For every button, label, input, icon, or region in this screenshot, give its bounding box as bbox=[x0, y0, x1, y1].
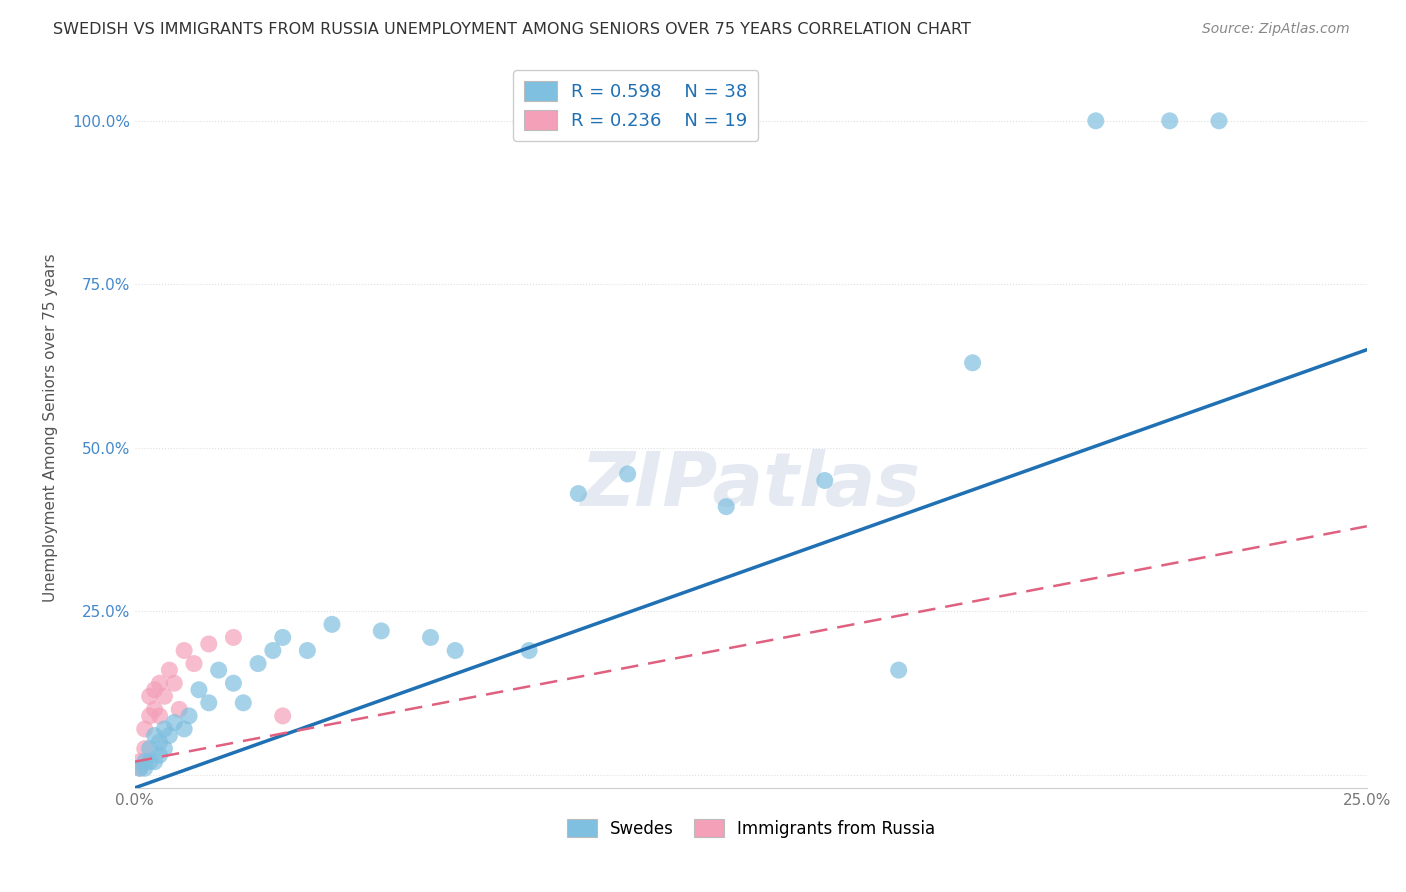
Point bbox=[138, 709, 160, 723]
Point bbox=[138, 741, 160, 756]
Point bbox=[163, 715, 186, 730]
Point bbox=[887, 663, 910, 677]
Point bbox=[148, 709, 170, 723]
Point bbox=[567, 486, 589, 500]
Point bbox=[197, 637, 219, 651]
Point bbox=[962, 356, 984, 370]
Point bbox=[370, 624, 392, 638]
Point bbox=[134, 761, 156, 775]
Point bbox=[1084, 113, 1107, 128]
Point bbox=[143, 682, 166, 697]
Text: SWEDISH VS IMMIGRANTS FROM RUSSIA UNEMPLOYMENT AMONG SENIORS OVER 75 YEARS CORRE: SWEDISH VS IMMIGRANTS FROM RUSSIA UNEMPL… bbox=[53, 22, 972, 37]
Point bbox=[444, 643, 467, 657]
Point bbox=[148, 735, 170, 749]
Point bbox=[134, 722, 156, 736]
Point bbox=[173, 643, 195, 657]
Point bbox=[1208, 113, 1230, 128]
Point bbox=[128, 761, 150, 775]
Point bbox=[163, 676, 186, 690]
Point bbox=[138, 755, 160, 769]
Point bbox=[616, 467, 638, 481]
Point bbox=[157, 729, 180, 743]
Point bbox=[187, 682, 209, 697]
Point bbox=[271, 709, 294, 723]
Point bbox=[148, 748, 170, 763]
Point bbox=[232, 696, 254, 710]
Point bbox=[177, 709, 200, 723]
Point bbox=[173, 722, 195, 736]
Point bbox=[197, 696, 219, 710]
Point bbox=[153, 722, 176, 736]
Point bbox=[153, 690, 176, 704]
Point bbox=[222, 676, 245, 690]
Point bbox=[247, 657, 270, 671]
Point bbox=[814, 474, 837, 488]
Point bbox=[167, 702, 190, 716]
Point bbox=[157, 663, 180, 677]
Point bbox=[153, 741, 176, 756]
Point bbox=[183, 657, 205, 671]
Point bbox=[148, 676, 170, 690]
Point bbox=[143, 729, 166, 743]
Point bbox=[143, 702, 166, 716]
Point bbox=[1159, 113, 1181, 128]
Point bbox=[297, 643, 319, 657]
Point bbox=[208, 663, 231, 677]
Point bbox=[138, 690, 160, 704]
Point bbox=[128, 755, 150, 769]
Point bbox=[134, 755, 156, 769]
Text: ZIPatlas: ZIPatlas bbox=[581, 450, 921, 522]
Point bbox=[419, 631, 441, 645]
Legend: Swedes, Immigrants from Russia: Swedes, Immigrants from Russia bbox=[560, 813, 942, 844]
Point bbox=[321, 617, 343, 632]
Y-axis label: Unemployment Among Seniors over 75 years: Unemployment Among Seniors over 75 years bbox=[44, 254, 58, 602]
Point bbox=[716, 500, 738, 514]
Point bbox=[271, 631, 294, 645]
Text: Source: ZipAtlas.com: Source: ZipAtlas.com bbox=[1202, 22, 1350, 37]
Point bbox=[143, 755, 166, 769]
Point bbox=[262, 643, 284, 657]
Point bbox=[222, 631, 245, 645]
Point bbox=[128, 761, 150, 775]
Point bbox=[134, 741, 156, 756]
Point bbox=[517, 643, 540, 657]
